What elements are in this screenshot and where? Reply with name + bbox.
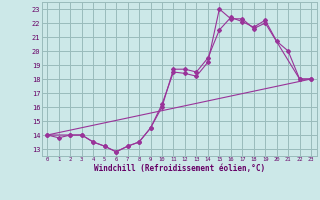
X-axis label: Windchill (Refroidissement éolien,°C): Windchill (Refroidissement éolien,°C) bbox=[94, 164, 265, 173]
